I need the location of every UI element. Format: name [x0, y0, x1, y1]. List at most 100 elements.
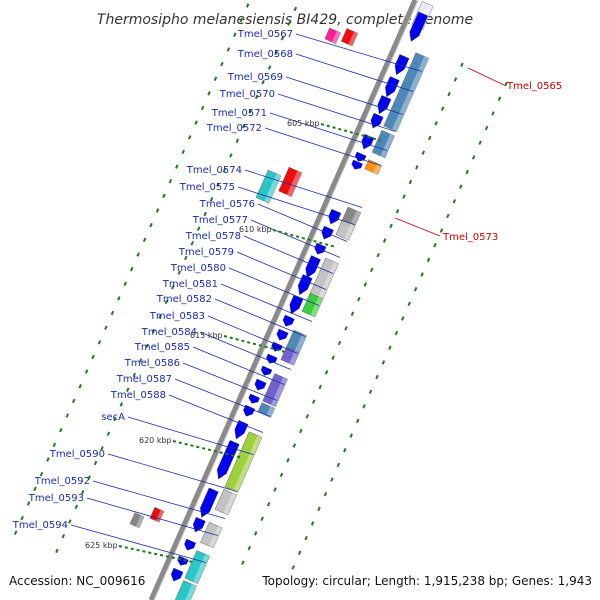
ring-tick	[97, 340, 102, 345]
forward-cds-arrow-body	[200, 487, 219, 518]
forward-cds-arrow	[243, 404, 256, 417]
cog-block-highlight	[317, 261, 339, 303]
ring-tick	[344, 326, 348, 331]
ring-tick	[426, 257, 431, 263]
ring-tick	[209, 197, 214, 202]
gene-leader	[107, 453, 238, 492]
cog-block-body	[280, 346, 300, 366]
gene-leader	[257, 203, 348, 242]
reverse-cds-0565a-body	[340, 28, 359, 47]
ring-tick	[266, 501, 271, 507]
position-labels-layer: 605 kbp 610 kbp 615 kbp 620 kbp 625 kbp	[85, 119, 381, 564]
cog-block	[200, 521, 223, 549]
gene-label: Tmel_0577	[192, 215, 248, 226]
ring-tick	[362, 404, 366, 409]
ring-tick	[349, 433, 353, 438]
position-label: 610 kbp	[239, 225, 272, 234]
gene-label: Tmel_0585	[134, 342, 190, 353]
ring-tick	[254, 94, 259, 100]
ring-tick	[55, 548, 59, 554]
ring-tick	[46, 457, 50, 462]
ring-tick	[421, 150, 426, 155]
forward-cds-arrow	[266, 353, 278, 364]
ring-tick	[213, 76, 218, 81]
forward-cds-arrow-body	[351, 159, 363, 170]
ring-tick	[74, 504, 78, 510]
forward-cds-arrow-body	[282, 314, 295, 327]
ring-tick	[491, 111, 495, 116]
gene-leader	[168, 394, 264, 433]
ring-tick	[287, 21, 291, 26]
cog-block-highlight	[380, 133, 395, 158]
ring-tick	[145, 343, 149, 349]
gene-label: Tmel_0578	[185, 231, 241, 242]
ring-tick	[187, 135, 192, 140]
ring-tick	[343, 448, 347, 453]
forward-cds-arrow	[361, 133, 375, 150]
forward-cds-arrow-body	[266, 353, 278, 364]
reverse-cds-0573a-body	[278, 166, 303, 197]
ring-tick	[324, 370, 329, 375]
gene-leader	[70, 524, 206, 563]
gene-leader	[214, 298, 306, 337]
ring-tick	[312, 399, 316, 404]
forward-cds-arrow	[321, 225, 334, 240]
ring-tick	[401, 316, 405, 321]
gene-leader	[127, 416, 254, 455]
forward-cds-arrow	[314, 242, 327, 255]
forward-cds-arrow	[394, 54, 410, 76]
ring-tick	[248, 109, 252, 114]
forward-cds-arrow-body	[289, 295, 304, 315]
cog-block	[301, 292, 324, 318]
position-label: 625 kbp	[85, 541, 118, 550]
ring-tick	[245, 3, 250, 8]
forward-cds-arrow	[248, 393, 260, 404]
gene-label: Tmel_0574	[186, 165, 242, 176]
ring-tick	[87, 475, 91, 480]
forward-cds-arrow-body	[385, 76, 400, 98]
gene-label: Tmel_0579	[178, 247, 234, 258]
cog-block-body	[200, 521, 223, 549]
ring-tick	[260, 516, 264, 522]
forward-cds-arrow	[177, 555, 189, 566]
gene-leader	[92, 480, 226, 519]
forward-cds-arrow-body	[394, 54, 410, 76]
ring-tick	[80, 490, 85, 495]
ring-tick	[136, 252, 140, 257]
forward-cds-arrow	[289, 295, 304, 315]
cog-block-highlight	[208, 525, 223, 548]
ring-tick	[370, 267, 374, 273]
ring-tick	[91, 354, 95, 360]
gene-label: Tmel_0590	[49, 449, 105, 460]
forward-cds-arrow-body	[170, 567, 184, 582]
gene-label: Tmel_0583	[149, 311, 205, 322]
gene-label: Tmel_0586	[124, 358, 180, 369]
forward-cds-arrow-body	[314, 242, 327, 255]
ring-tick	[439, 228, 444, 233]
ring-tick	[61, 533, 66, 539]
cog-block	[171, 580, 197, 600]
ring-tick	[433, 242, 437, 248]
gene-label: Tmel_0593	[28, 493, 84, 504]
ring-tick	[168, 178, 173, 184]
reverse-cds-0565b	[324, 27, 341, 45]
ring-tick	[20, 515, 24, 521]
gene-label: Tmel_0588	[110, 390, 166, 401]
position-tick	[272, 229, 335, 248]
ring-tick	[292, 443, 297, 448]
gene-label: Tmel_0572	[206, 123, 262, 134]
gene-leader	[237, 186, 355, 225]
ring-tick	[274, 50, 278, 56]
reverse-cds-0565b-highlight	[331, 31, 341, 44]
cog-block-body	[262, 373, 288, 407]
gene-leader	[192, 346, 285, 385]
gene-leader	[244, 169, 363, 208]
ring-tick	[497, 96, 502, 102]
gene-leader	[174, 378, 271, 417]
forward-cds-arrow	[370, 112, 384, 129]
ring-tick	[280, 36, 285, 41]
gene-label: Tmel_0582	[156, 294, 212, 305]
cog-block-highlight	[193, 554, 210, 584]
gene-leader	[264, 127, 381, 166]
ring-tick	[110, 310, 115, 316]
